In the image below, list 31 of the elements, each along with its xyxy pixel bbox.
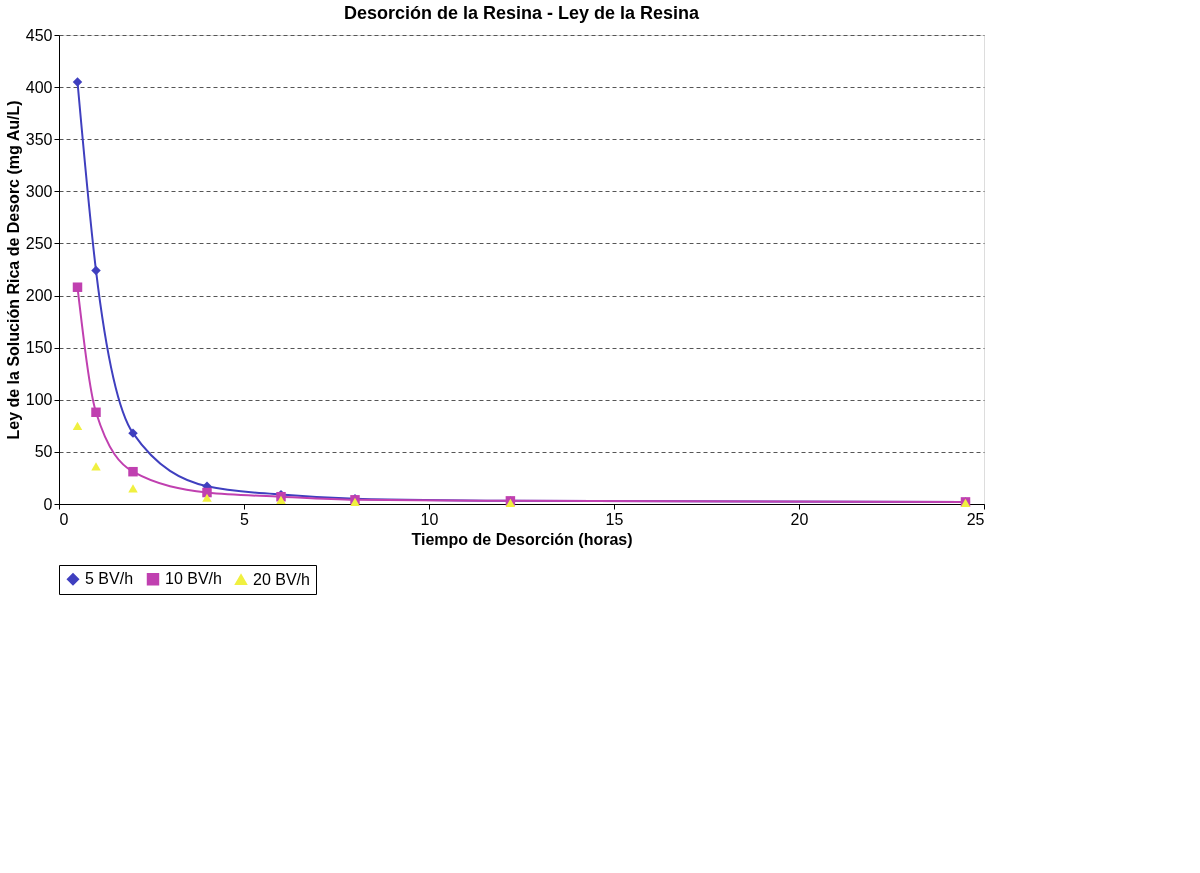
- point: [72, 282, 83, 292]
- y-tick-label: 450: [25, 26, 53, 44]
- y-tick-label: 400: [25, 78, 53, 96]
- x-tick-label: 0: [59, 510, 69, 528]
- chart-title: Desorción de la Resina - Ley de la Resina: [343, 3, 701, 23]
- legend-label: 20 BV/h: [253, 570, 310, 588]
- y-axis-title: Ley de la Solución Rica de Desorc (mg Au/L): [4, 100, 22, 440]
- y-tick-label: 250: [25, 234, 53, 252]
- point: [91, 462, 101, 471]
- x-axis-title: Tiempo de Desorción (horas): [411, 530, 633, 548]
- y-tick-label: 150: [25, 339, 53, 357]
- y-tick-label: 0: [43, 495, 53, 513]
- y-tick-label: 200: [25, 287, 53, 305]
- x-tick-label: 15: [605, 510, 624, 528]
- x-tick-label: 20: [790, 510, 809, 528]
- point: [72, 421, 83, 430]
- point: [72, 77, 83, 87]
- legend-label: 10 BV/h: [165, 570, 222, 588]
- point: [276, 495, 286, 504]
- point: [202, 487, 212, 498]
- legend-label: 5 BV/h: [85, 570, 134, 588]
- point: [202, 493, 212, 502]
- x-tick-label: 10: [420, 510, 439, 528]
- x-tick-label: 5: [240, 510, 250, 528]
- x-tick-label: 25: [966, 510, 985, 528]
- y-tick-label: 300: [25, 182, 53, 200]
- y-tick-label: 350: [25, 130, 53, 148]
- point: [91, 407, 101, 418]
- point: [128, 466, 138, 477]
- y-tick-label: 50: [34, 443, 53, 461]
- y-tick-label: 100: [25, 391, 53, 409]
